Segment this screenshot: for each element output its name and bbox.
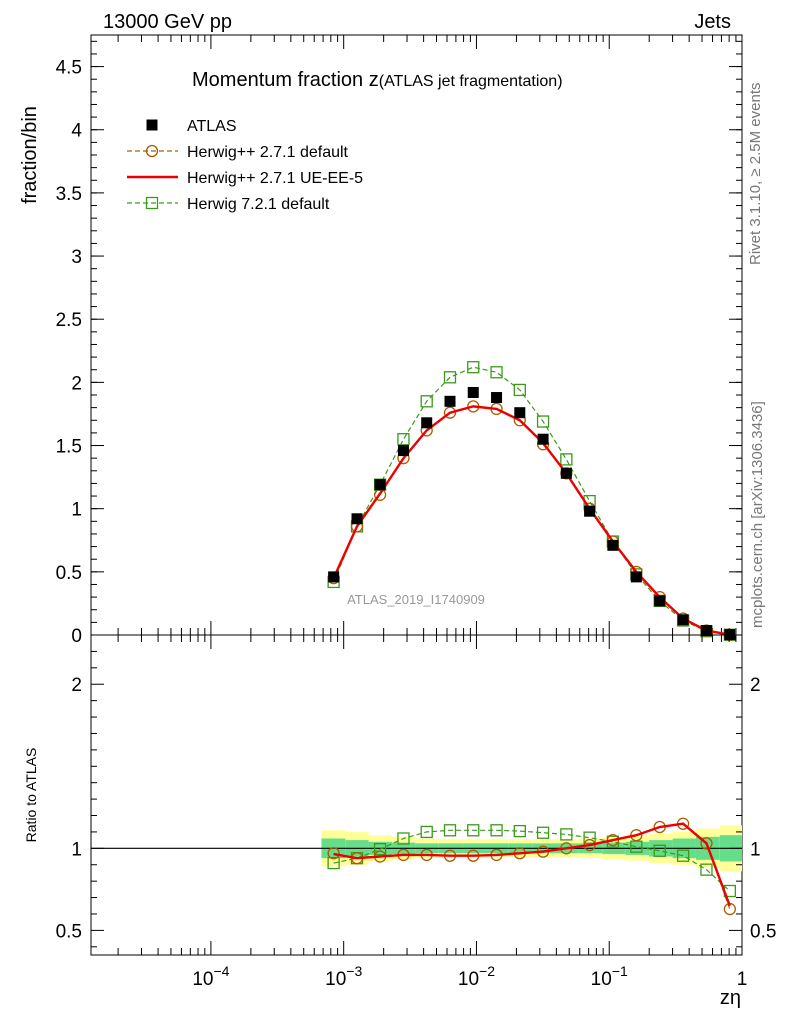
- legend-series-0-label: ATLAS: [187, 118, 237, 135]
- series-0-point: [514, 407, 526, 419]
- series-0-point: [654, 595, 666, 607]
- series-0-point: [444, 395, 456, 407]
- main-y-tick-label: 0: [71, 626, 82, 647]
- series-0-point: [677, 614, 689, 626]
- series-3-point: [443, 371, 457, 384]
- chart-title: Momentum fraction z(ATLAS jet fragmentat…: [192, 69, 563, 91]
- header-right-label: Jets: [694, 11, 731, 33]
- series-0-point: [351, 513, 363, 525]
- main-y-tick-label: 2: [71, 373, 82, 394]
- series-3-ratio-point: [583, 831, 596, 844]
- ratio-y-axis-label: Ratio to ATLAS: [23, 748, 39, 843]
- main-y-tick-label: 3: [71, 247, 82, 268]
- legend-series-3-marker: [145, 196, 159, 210]
- series-3-ratio-point: [513, 824, 526, 838]
- main-y-axis-label: fraction/bin: [19, 106, 41, 204]
- ratio-y-tick-label: 1: [71, 839, 82, 860]
- main-y-tick-label: 0.5: [56, 563, 82, 584]
- series-0-point: [700, 625, 712, 637]
- x-tick-label: 10−2: [458, 963, 495, 990]
- series-0-point: [421, 417, 433, 429]
- series-0-point: [584, 505, 596, 517]
- series-1-point: [443, 406, 457, 419]
- x-tick-label: 10−3: [325, 963, 362, 990]
- series-3-point: [420, 395, 433, 408]
- series-3-point: [490, 366, 503, 379]
- main-y-tick-label: 3.5: [56, 184, 82, 205]
- series-3-ratio-point: [653, 844, 666, 857]
- series-0-point: [467, 386, 479, 398]
- analysis-tag-label: ATLAS_2019_I1740909: [347, 592, 485, 607]
- series-0-point: [607, 539, 619, 551]
- ratio-x-axis: 10−4 10−3 10−2 10−1 1: [117, 635, 748, 990]
- ratio-y-tick-label-right: 1: [750, 839, 761, 860]
- series-3-ratio-point: [327, 856, 340, 870]
- series-1-ratio-point: [327, 847, 340, 860]
- main-y-tick-label: 4: [71, 121, 82, 142]
- main-series-layer: [327, 361, 736, 641]
- series-3-ratio-point: [676, 849, 690, 862]
- x-tick-label: 1: [737, 969, 748, 990]
- header-left-label: 13000 GeV pp: [103, 11, 232, 33]
- series-0-point: [537, 433, 549, 445]
- main-y-tick-label: 4.5: [56, 58, 82, 79]
- x-tick-label: 10−1: [591, 963, 628, 990]
- main-y-tick-label: 1.5: [56, 437, 82, 458]
- series-3-point: [536, 415, 550, 428]
- series-3-ratio-point: [420, 825, 433, 839]
- series-3-ratio-point: [467, 824, 480, 837]
- chart-title-main: Momentum fraction z: [192, 69, 379, 91]
- ratio-series-layer: [327, 817, 736, 916]
- ratio-y-axis: 0.5 0.5 1 1 2 2: [56, 650, 776, 948]
- series-0-point: [491, 392, 503, 404]
- series-3-point: [560, 453, 573, 466]
- ratio-y-tick-label-right: 2: [750, 675, 761, 696]
- series-3-ratio-point: [443, 824, 457, 837]
- legend-series-3-label: Herwig 7.2.1 default: [187, 196, 330, 213]
- series-0-point: [374, 479, 386, 491]
- series-3-ratio-line: [333, 829, 731, 892]
- mcplots-source-label: mcplots.cern.ch [arXiv:1306.3436]: [749, 401, 766, 628]
- series-0-point: [560, 467, 572, 479]
- legend-series-0-marker: [146, 119, 158, 131]
- ratio-y-tick-label: 2: [71, 675, 82, 696]
- series-3-point: [397, 433, 410, 446]
- main-y-tick-label: 1: [71, 500, 82, 521]
- series-0-point: [630, 571, 642, 583]
- series-3-ratio-point: [490, 824, 503, 837]
- series-3-ratio-point: [397, 832, 410, 845]
- legend: ATLAS Herwig++ 2.7.1 default Herwig++ 2.7.…: [127, 118, 363, 213]
- series-3-ratio-point: [700, 863, 713, 876]
- series-3-ratio-point: [560, 828, 573, 841]
- series-0-point: [328, 571, 340, 583]
- ratio-y-tick-label: 0.5: [56, 921, 82, 942]
- ratio-y-tick-label-right: 0.5: [750, 921, 776, 942]
- series-3-ratio-point: [536, 826, 550, 839]
- main-y-axis: 0 0.5 1 1.5 2 2.5 3 3.5 4 4.5: [56, 40, 742, 647]
- ratio-panel: 0.5 0.5 1 1 2 2 10−4 10−3 10−2 10−1 1 Ratio to AT…: [23, 634, 776, 1009]
- rivet-version-label: Rivet 3.1.10, ≥ 2.5M events: [747, 83, 764, 266]
- series-3-point: [513, 383, 526, 397]
- series-1-ratio-point: [700, 837, 713, 850]
- series-0-point: [397, 445, 409, 457]
- ratio-panel-frame: [90, 634, 743, 956]
- chart-title-sub: (ATLAS jet fragmentation): [379, 73, 563, 90]
- series-3-ratio-point: [373, 843, 387, 856]
- series-3-point: [467, 361, 480, 374]
- main-panel: 0 0.5 1 1.5 2 2.5 3 3.5 4 4.5 fraction/bin Moment…: [19, 34, 743, 647]
- series-2-ratio-line: [333, 822, 731, 907]
- legend-series-1-label: Herwig++ 2.7.1 default: [187, 144, 349, 161]
- legend-series-2-label: Herwig++ 2.7.1 UE-EE-5: [187, 170, 363, 187]
- x-tick-label: 10−4: [192, 963, 229, 990]
- legend-series-1-marker: [145, 144, 159, 158]
- main-y-tick-label: 2.5: [56, 310, 82, 331]
- x-axis-label: zη: [720, 987, 741, 1009]
